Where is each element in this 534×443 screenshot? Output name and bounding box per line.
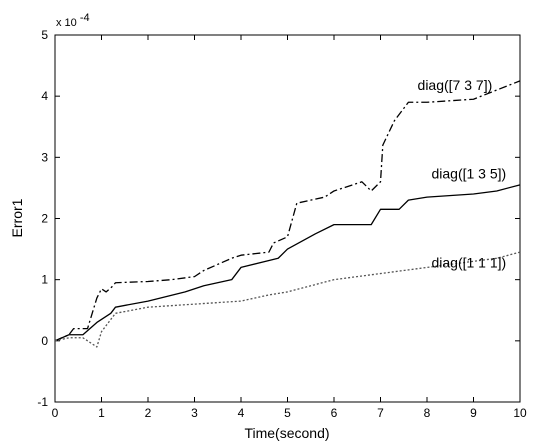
y-tick-label: -1 [37,395,48,409]
series-line-3 [54,251,521,348]
y-tick-label: 4 [41,89,48,103]
y-exponent-label: x 10 -4 [56,12,90,29]
plot-area [54,34,521,403]
y-tick-label: 1 [41,273,48,287]
x-tick-label: 5 [284,406,291,420]
series-annotation: diag([7 3 7]) [418,77,493,93]
y-tick-label: 3 [41,150,48,164]
x-tick-label: 6 [331,406,338,420]
y-tick-label: 0 [41,334,48,348]
x-tick-label: 8 [424,406,431,420]
x-tick-label: 4 [238,406,245,420]
series-line-1 [54,80,521,342]
series-line-2 [54,184,521,342]
y-axis-label: Error1 [9,198,25,237]
y-axis: -1 0 1 2 3 4 5 [37,28,520,409]
x-tick-label: 9 [470,406,477,420]
x-tick-label: 1 [98,406,105,420]
y-exponent-power: -4 [80,12,90,24]
x-tick-label: 0 [52,406,59,420]
series-annotation: diag([1 3 5]) [431,166,506,182]
x-tick-label: 2 [145,406,152,420]
x-tick-label: 10 [513,406,527,420]
series-annotation: diag([1 1 1]) [431,254,506,270]
series-layer [54,80,521,348]
x-tick-label: 3 [191,406,198,420]
annotation-layer: diag([7 3 7]) diag([1 3 5]) diag([1 1 1]) [418,77,507,270]
x-axis-label: Time(second) [244,425,329,441]
y-exponent-base: x 10 [56,17,77,29]
y-tick-label: 2 [41,212,48,226]
x-axis: 0 1 2 3 4 5 6 7 8 9 10 [52,35,527,420]
x-tick-label: 7 [377,406,384,420]
y-tick-label: 5 [41,28,48,42]
